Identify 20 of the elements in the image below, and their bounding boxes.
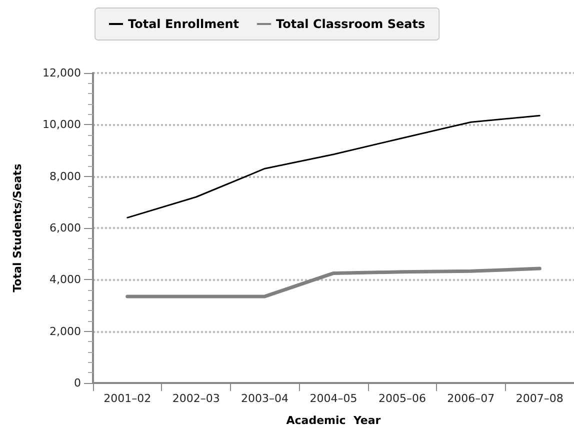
x-tick-label: 2002–03 (172, 392, 220, 405)
x-tick-label: 2006–07 (447, 392, 495, 405)
y-tick-label: 12,000 (42, 66, 81, 80)
y-tick-label: 6,000 (50, 222, 81, 234)
x-tick-label: 2003–04 (241, 392, 289, 405)
y-tick-label: 2,000 (50, 324, 81, 338)
x-tick-label: 2001–02 (104, 392, 152, 405)
x-axis-title: Academic Year (286, 414, 382, 427)
y-tick-label: 10,000 (42, 118, 81, 132)
line-series (126, 266, 542, 298)
y-tick-label: 8,000 (50, 170, 81, 183)
x-tick-label: 2004–05 (310, 392, 358, 405)
y-tick-label: 0 (74, 376, 81, 390)
x-tick-label: 2007–08 (516, 392, 564, 405)
y-axis-title: Total Students/Seats (11, 163, 24, 292)
x-tick-label: 2005–06 (378, 392, 426, 405)
legend-label: Total Enrollment (128, 17, 240, 31)
y-tick-label: 4,000 (50, 273, 81, 286)
line-series (126, 114, 540, 218)
legend-label: Total Classroom Seats (276, 17, 426, 31)
